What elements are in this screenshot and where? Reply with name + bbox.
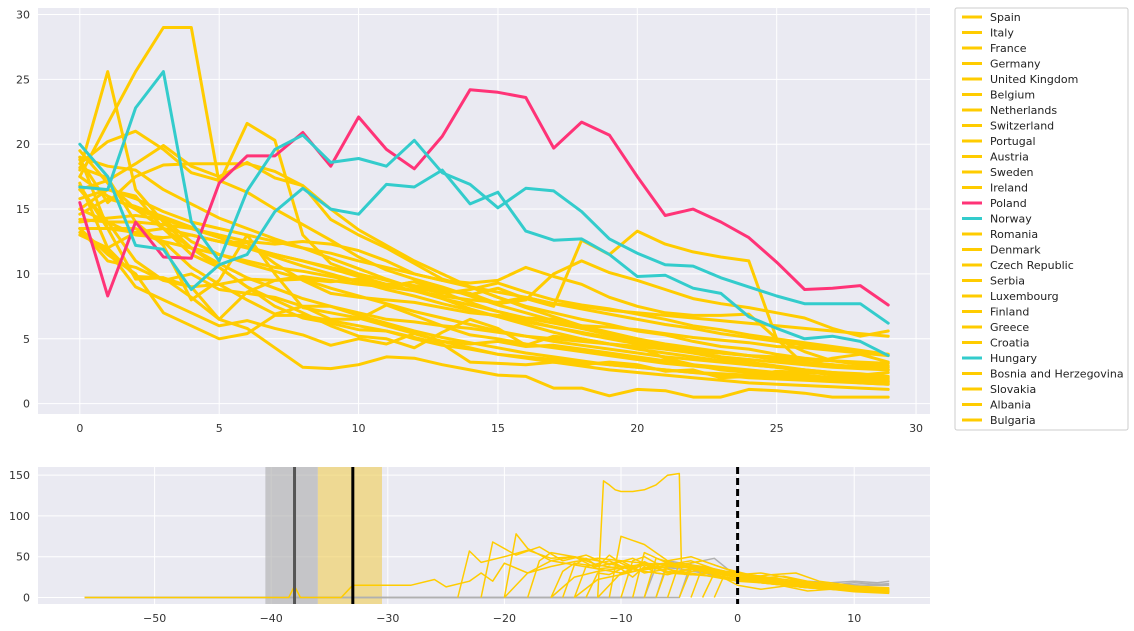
legend-label-norway: Norway: [990, 213, 1032, 226]
legend-label-bosnia-and-herzegovina: Bosnia and Herzegovina: [990, 368, 1124, 381]
bottom-trace-13: [596, 472, 890, 598]
legend-label-bulgaria: Bulgaria: [990, 414, 1036, 427]
series-line-croatia: [78, 227, 890, 365]
series-line-finland: [78, 227, 890, 358]
legend-label-united-kingdom: United Kingdom: [990, 73, 1078, 86]
legend-label-austria: Austria: [990, 151, 1029, 164]
series-line-hungary: [78, 70, 890, 325]
series-line-albania: [78, 227, 890, 380]
legend-label-finland: Finland: [990, 306, 1029, 319]
legend-label-greece: Greece: [990, 321, 1029, 334]
bottom-y-tick-label: 0: [23, 591, 30, 604]
top-y-tick-label: 15: [16, 203, 30, 216]
top-x-tick-label: 25: [770, 422, 784, 435]
legend-label-france: France: [990, 42, 1027, 55]
legend-label-albania: Albania: [990, 399, 1031, 412]
legend-label-croatia: Croatia: [990, 337, 1030, 350]
top-x-tick-label: 10: [352, 422, 366, 435]
series-line-united-kingdom: [78, 188, 890, 356]
legend-label-belgium: Belgium: [990, 89, 1035, 102]
chart-legend: Spain Italy France Germany United Kingdom Bel…: [954, 7, 1129, 431]
series-line-bosnia-and-herzegovina: [78, 26, 890, 367]
top-y-tick-label: 25: [16, 73, 30, 86]
legend-label-ireland: Ireland: [990, 182, 1028, 195]
top-y-tick-label: 30: [16, 8, 30, 21]
legend-label-switzerland: Switzerland: [990, 120, 1054, 133]
series-line-luxembourg: [78, 70, 890, 386]
top-x-tick-label: 0: [76, 422, 83, 435]
legend-label-romania: Romania: [990, 228, 1038, 241]
legend-label-sweden: Sweden: [990, 166, 1033, 179]
bottom-x-tick-label: 10: [847, 612, 861, 625]
top-x-tick-label: 5: [216, 422, 223, 435]
legend-label-luxembourg: Luxembourg: [990, 290, 1059, 303]
legend-label-hungary: Hungary: [990, 352, 1037, 365]
top-x-tick-label: 20: [630, 422, 644, 435]
highlight-band-1: [265, 467, 318, 604]
legend-label-netherlands: Netherlands: [990, 104, 1057, 117]
legend-label-poland: Poland: [990, 197, 1027, 210]
legend-label-serbia: Serbia: [990, 275, 1025, 288]
bottom-y-tick-label: 100: [9, 510, 30, 523]
bottom-y-tick-label: 150: [9, 469, 30, 482]
legend-box: [954, 7, 1129, 431]
legend-label-denmark: Denmark: [990, 244, 1041, 257]
series-line-switzerland: [78, 149, 890, 386]
bottom-x-tick-label: −20: [493, 612, 516, 625]
top-line-chart: 0 5 10 15 20 25 30 0 5 10 15 20 25 30: [16, 8, 930, 435]
legend-label-spain: Spain: [990, 11, 1021, 24]
bottom-x-tick-label: −40: [260, 612, 283, 625]
bottom-x-tick-label: −10: [609, 612, 632, 625]
series-line-poland: [78, 88, 890, 307]
bottom-x-tick-label: −30: [376, 612, 399, 625]
bottom-x-tick-label: −50: [143, 612, 166, 625]
top-y-tick-label: 20: [16, 138, 30, 151]
top-x-tick-label: 15: [491, 422, 505, 435]
top-y-tick-label: 0: [23, 398, 30, 411]
bottom-x-tick-label: 0: [734, 612, 741, 625]
top-y-tick-label: 5: [23, 333, 30, 346]
series-line-bulgaria: [78, 155, 890, 338]
highlight-band-2: [317, 467, 382, 604]
legend-label-germany: Germany: [990, 58, 1041, 71]
top-y-tick-label: 10: [16, 268, 30, 281]
legend-label-portugal: Portugal: [990, 135, 1036, 148]
top-x-tick-label: 30: [909, 422, 923, 435]
bottom-y-tick-label: 50: [16, 551, 30, 564]
legend-label-slovakia: Slovakia: [990, 383, 1036, 396]
bottom-trace-10: [561, 554, 890, 598]
legend-label-italy: Italy: [990, 27, 1014, 40]
legend-label-czech-republic: Czech Republic: [990, 259, 1074, 272]
